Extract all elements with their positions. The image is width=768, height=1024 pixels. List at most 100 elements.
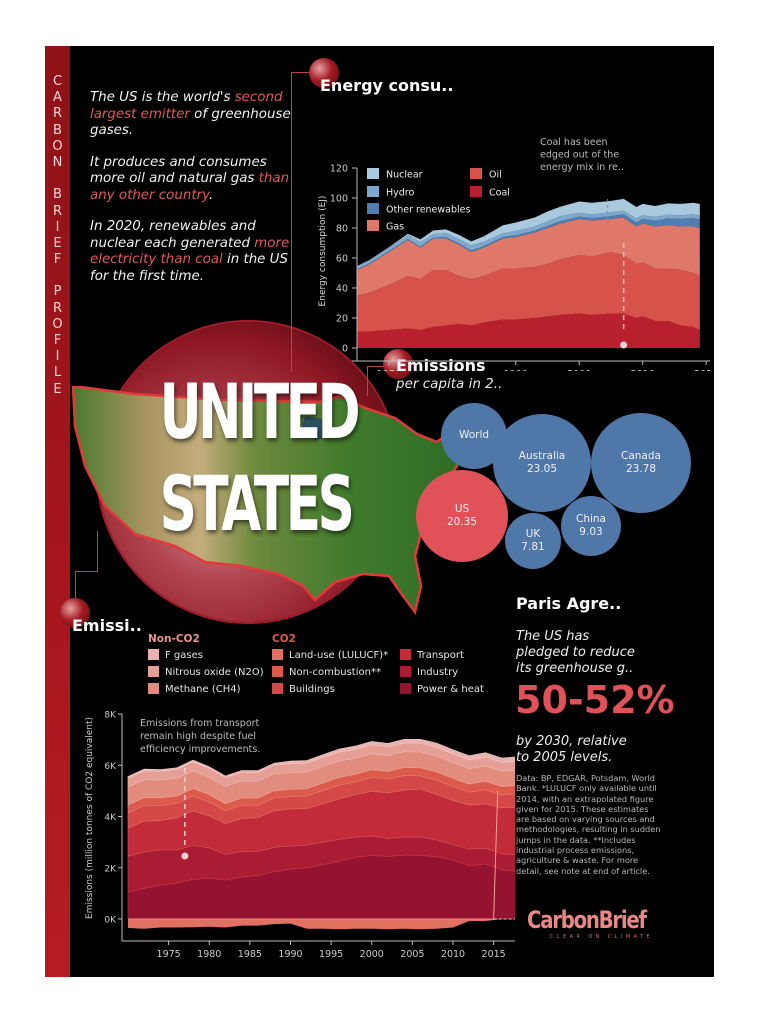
intro-paragraph-3: In 2020, renewables and nuclear each gen… xyxy=(90,219,290,284)
section-bead-energy xyxy=(309,58,339,88)
paris-footnote: by 2030, relative to 2005 levels. xyxy=(516,734,706,766)
svg-text:efficiency improvements.: efficiency improvements. xyxy=(140,744,260,755)
svg-text:2020: 2020 xyxy=(694,369,710,371)
svg-text:2010: 2010 xyxy=(631,369,655,371)
bubble-label: US 20.35 xyxy=(446,503,478,528)
svg-text:1975: 1975 xyxy=(157,949,181,960)
svg-text:2005: 2005 xyxy=(400,949,424,960)
hero-title-line-2: STATES xyxy=(159,459,355,548)
paris-sub-line: pledged to reduce xyxy=(516,645,635,660)
area-f-gases xyxy=(127,739,515,779)
svg-text:60: 60 xyxy=(336,254,348,265)
logo-tagline: CLEAR ON CLIMATE xyxy=(550,934,653,940)
area-oil xyxy=(357,252,700,332)
data-notes: Data: BP, EDGAR, Potsdam, World Bank. *L… xyxy=(516,773,661,876)
bubble-label: World xyxy=(458,429,490,441)
bubble-label: Australia 23.05 xyxy=(518,450,566,475)
legend-swatch xyxy=(400,666,411,677)
svg-text:20: 20 xyxy=(336,314,348,325)
svg-text:Energy consumption (EJ): Energy consumption (EJ) xyxy=(318,196,328,307)
svg-text:1970: 1970 xyxy=(377,369,401,371)
svg-text:100: 100 xyxy=(330,194,348,205)
svg-text:Emissions from transport: Emissions from transport xyxy=(140,718,260,729)
section-bead-emissions xyxy=(60,598,90,628)
section-bead-emissions-pc xyxy=(383,349,413,379)
connector-line xyxy=(75,571,98,572)
svg-text:8K: 8K xyxy=(104,711,117,721)
us-map-image xyxy=(71,386,475,615)
carbonbrief-logo: CarbonBrief xyxy=(527,906,647,934)
legend-item: Buildings xyxy=(272,683,335,695)
svg-text:0K: 0K xyxy=(104,916,117,926)
svg-text:Coal has been: Coal has been xyxy=(540,137,607,148)
intro-paragraph-2: It produces and consumes more oil and na… xyxy=(90,154,290,203)
legend-swatch xyxy=(148,666,159,677)
svg-text:40: 40 xyxy=(336,284,348,295)
svg-text:Hydro: Hydro xyxy=(386,188,414,199)
legend-item: Methane (CH4) xyxy=(148,683,241,695)
legend-swatch xyxy=(148,649,159,660)
connector-line xyxy=(367,366,385,367)
svg-text:edged out of the: edged out of the xyxy=(540,150,619,161)
svg-text:4K: 4K xyxy=(104,813,117,823)
paris-target-value: 50-52% xyxy=(515,678,675,722)
area-hydro xyxy=(357,210,700,270)
svg-text:2010: 2010 xyxy=(441,949,465,960)
bubble-label: UK 7.81 xyxy=(521,528,545,553)
connector-line xyxy=(97,531,98,571)
paris-subtitle: The US has pledged to reduce its greenho… xyxy=(516,629,706,677)
legend-swatch xyxy=(272,683,283,694)
svg-text:80: 80 xyxy=(336,224,348,235)
energy-consumption-chart: 0 20 40 60 80 100 120 1970 1980 1990 2000 2010 2020 E… xyxy=(318,137,710,371)
area-nuclear xyxy=(357,198,700,267)
area-coal xyxy=(357,313,700,348)
paris-title: Paris Agre.. xyxy=(516,594,622,613)
svg-text:120: 120 xyxy=(330,164,348,175)
legend-item: Industry xyxy=(400,666,458,678)
svg-text:1985: 1985 xyxy=(238,949,262,960)
svg-text:1980: 1980 xyxy=(197,949,221,960)
connector-line xyxy=(291,72,292,372)
connector-line xyxy=(291,72,313,73)
svg-text:2K: 2K xyxy=(104,864,117,874)
legend-swatch xyxy=(272,666,283,677)
svg-text:energy mix in re..: energy mix in re.. xyxy=(540,162,624,173)
legend-swatch xyxy=(400,683,411,694)
svg-text:Coal: Coal xyxy=(489,188,510,199)
emissions-pc-subtitle: per capita in 2.. xyxy=(396,376,503,392)
legend-item: Non-combustion** xyxy=(272,666,381,678)
legend-item: F gases xyxy=(148,649,203,661)
legend-heading: Non-CO2 xyxy=(148,633,200,645)
intro-paragraph-1: The US is the world's second largest emi… xyxy=(90,90,291,138)
legend-swatch xyxy=(400,649,411,660)
svg-text:Emissions (million tonnes of C: Emissions (million tonnes of CO2 equival… xyxy=(85,717,95,919)
svg-text:2000: 2000 xyxy=(567,369,591,371)
emissions-title: Emissi.. xyxy=(72,616,142,635)
area-land-use xyxy=(128,919,515,930)
legend-item: Transport xyxy=(400,649,464,661)
connector-line xyxy=(75,571,76,601)
svg-text:1995: 1995 xyxy=(319,949,343,960)
hero-title: UNITED STATES xyxy=(159,366,361,550)
connector-line xyxy=(367,366,368,396)
paris-foot-line: by 2030, relative xyxy=(516,734,627,749)
svg-text:Other renewables: Other renewables xyxy=(386,205,471,216)
svg-text:2015: 2015 xyxy=(482,949,506,960)
svg-text:Nuclear: Nuclear xyxy=(386,170,423,181)
legend-item: Nitrous oxide (N2O) xyxy=(148,666,264,678)
paris-sub-line: The US has xyxy=(516,629,590,644)
bubble-label: Canada 23.78 xyxy=(621,450,661,475)
legend-swatch xyxy=(272,649,283,660)
svg-text:1980: 1980 xyxy=(440,369,464,371)
legend-item: Power & heat xyxy=(400,683,484,695)
intro-text: The US is the world's second largest emi… xyxy=(90,90,300,300)
svg-text:2000: 2000 xyxy=(360,949,384,960)
svg-text:Gas: Gas xyxy=(386,222,404,233)
bubble-label: China 9.03 xyxy=(576,513,606,538)
svg-text:1990: 1990 xyxy=(278,949,302,960)
hero-title-line-1: UNITED xyxy=(159,367,361,456)
emissions-chart: 0K 2K 4K 6K 8K 1975 1980 1985 1990 1995 2000 2005 20… xyxy=(85,711,515,960)
svg-text:6K: 6K xyxy=(104,762,117,772)
paris-foot-line: to 2005 levels. xyxy=(516,750,613,765)
